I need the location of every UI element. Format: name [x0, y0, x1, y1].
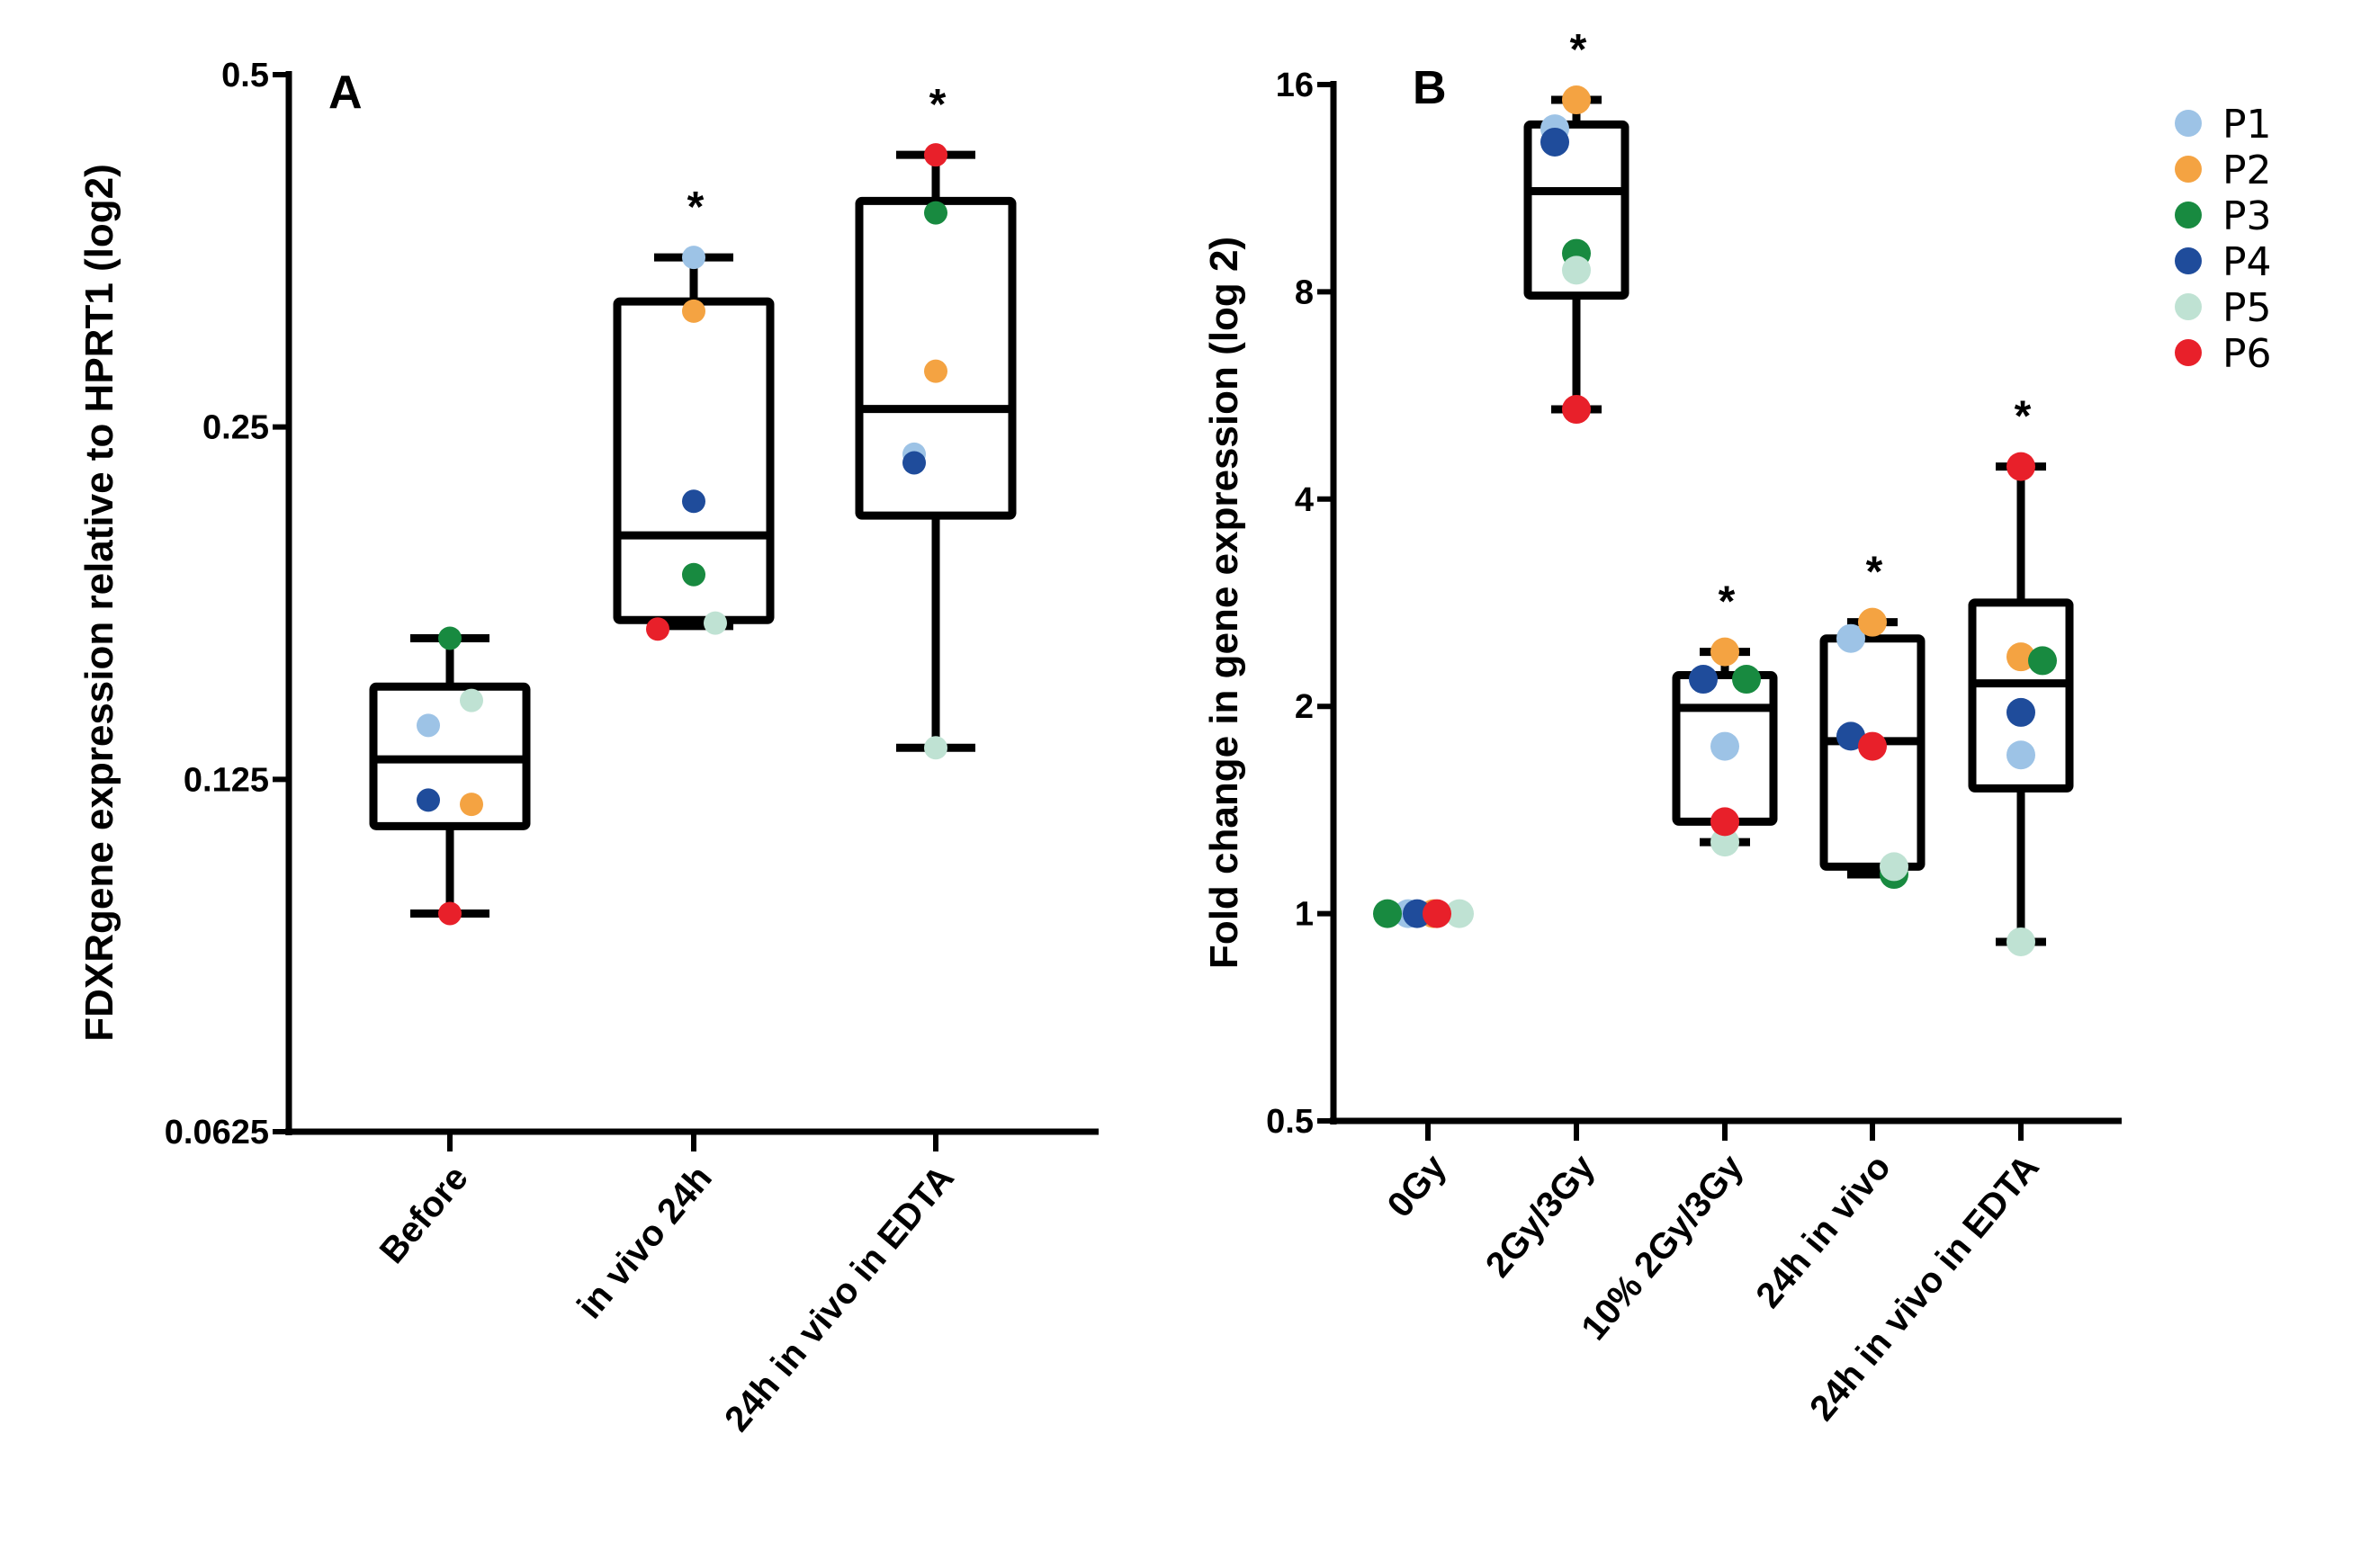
y-tick-label: 8 [1295, 273, 1314, 311]
data-point-p3 [682, 562, 705, 587]
y-tick-label: 16 [1276, 67, 1314, 104]
x-tick-label: 2Gy/3Gy [1478, 1147, 1603, 1285]
data-point-p6 [1562, 395, 1591, 425]
y-tick-label: 2 [1295, 688, 1314, 726]
data-point-p1 [1710, 731, 1739, 761]
data-point-p6 [1710, 807, 1739, 837]
data-point-p6 [1858, 731, 1887, 761]
data-point-p5 [924, 736, 947, 760]
box-plot [855, 150, 1017, 752]
data-point-p1 [682, 246, 705, 270]
data-point-p4 [2006, 697, 2035, 727]
y-tick-label: 4 [1295, 481, 1314, 519]
data-point-p4 [902, 451, 926, 475]
legend-label: P1 [2222, 102, 2272, 148]
y-axis-label-a: FDXRgene expression relative to HPRT1 (l… [77, 164, 121, 1042]
data-point-p2 [1858, 607, 1887, 637]
data-point-p2 [682, 299, 705, 323]
data-point-p5 [2006, 927, 2035, 956]
x-tick-label: 24h in vivo in EDTA [717, 1159, 962, 1439]
data-point-p3 [2028, 646, 2057, 676]
box-plot [369, 633, 531, 918]
y-axis-label-b: Fold change in gene expression (log 2) [1202, 237, 1246, 969]
y-tick-label: 0.0625 [165, 1114, 269, 1151]
data-point-p1 [2006, 740, 2035, 770]
legend-marker [2175, 293, 2202, 320]
data-point-p4 [1403, 899, 1432, 928]
legend-label: P6 [2222, 331, 2272, 377]
data-point-p3 [924, 201, 947, 225]
data-point-p2 [460, 793, 483, 817]
legend-marker [2175, 202, 2202, 228]
data-point-p6 [1423, 899, 1451, 928]
significance-marker: * [687, 184, 705, 231]
significance-marker: * [1866, 549, 1883, 596]
data-point-p2 [1562, 85, 1591, 115]
legend-label: P3 [2222, 193, 2272, 239]
data-point-p4 [1836, 721, 1865, 751]
legend-marker [2175, 156, 2202, 183]
data-point-p2 [2006, 642, 2035, 672]
x-tick-label: Before [373, 1159, 476, 1271]
data-point-p4 [682, 489, 705, 514]
data-point-p4 [1540, 127, 1569, 157]
legend-item-p4: P4 [2175, 239, 2272, 285]
data-point-p5 [1445, 899, 1474, 928]
box [855, 196, 1017, 520]
x-tick-label: 0Gy [1380, 1147, 1455, 1225]
data-point-p6 [2006, 452, 2035, 481]
panel-b: B Fold change in gene expression (log 2)… [1202, 26, 2122, 1429]
y-tick-label: 0.125 [184, 761, 269, 799]
data-point-p4 [1689, 665, 1718, 694]
data-point-p5 [1710, 828, 1739, 857]
legend-label: P5 [2222, 285, 2272, 331]
legend-item-p3: P3 [2175, 193, 2272, 239]
data-point-p6 [438, 901, 462, 926]
data-point-p3 [438, 626, 462, 650]
significance-marker: * [1719, 578, 1736, 626]
x-tick-label: 24h in vivo [1748, 1148, 1899, 1316]
box-plot [1968, 462, 2074, 946]
data-point-p5 [1880, 852, 1908, 882]
y-tick-label: 1 [1295, 896, 1314, 934]
data-point-p5 [460, 688, 483, 712]
data-point-p6 [924, 143, 947, 167]
significance-marker: * [2015, 393, 2032, 441]
data-point-p3 [1732, 665, 1761, 694]
panel-label-b: B [1413, 62, 1447, 114]
significance-marker: * [1570, 26, 1587, 74]
legend-marker [2175, 247, 2202, 274]
data-point-p4 [417, 788, 440, 812]
significance-marker: * [929, 81, 947, 129]
legend-marker [2175, 110, 2202, 137]
legend-item-p6: P6 [2175, 331, 2272, 377]
data-point-p1 [417, 713, 440, 738]
y-tick-label: 0.5 [1266, 1103, 1314, 1141]
box [1968, 598, 2074, 793]
data-point-p5 [1562, 255, 1591, 285]
data-point-p2 [924, 359, 947, 383]
legend-item-p5: P5 [2175, 285, 2272, 331]
legend-label: P4 [2222, 239, 2272, 285]
legend-item-p1: P1 [2175, 102, 2272, 148]
data-point-p6 [646, 617, 669, 641]
x-tick-label: in vivo 24h [570, 1159, 720, 1327]
legend-marker [2175, 339, 2202, 366]
box [1819, 634, 1926, 871]
legend-label: P2 [2222, 148, 2272, 193]
panel-a: A FDXRgene expression relative to HPRT1 … [77, 57, 1099, 1439]
data-point-p5 [704, 611, 727, 635]
box [1523, 120, 1629, 300]
data-point-p3 [1373, 899, 1402, 928]
panel-label-a: A [328, 67, 363, 119]
y-tick-label: 0.25 [202, 409, 269, 447]
y-tick-label: 0.5 [221, 57, 269, 94]
data-point-p1 [1836, 623, 1865, 653]
x-tick-label: 10% 2Gy/3Gy [1574, 1147, 1751, 1348]
data-point-p2 [1710, 637, 1739, 667]
legend-item-p2: P2 [2175, 148, 2272, 193]
